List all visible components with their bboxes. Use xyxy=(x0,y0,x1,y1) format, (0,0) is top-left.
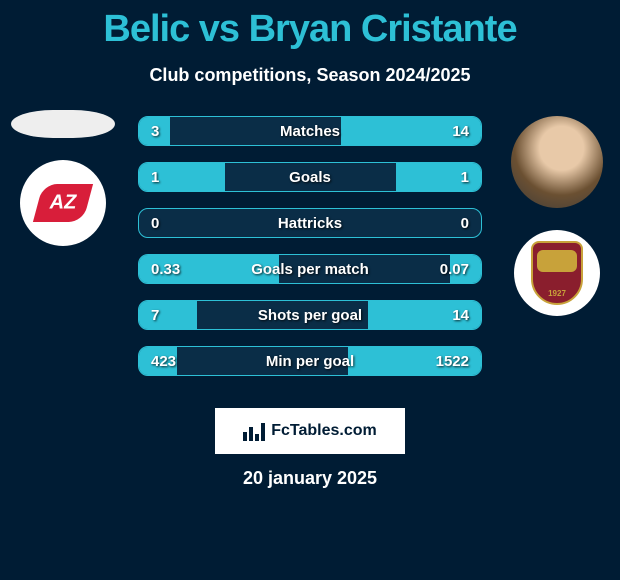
stat-left-value: 1 xyxy=(139,169,209,186)
brand-box: FcTables.com xyxy=(215,408,405,454)
stat-right-value: 14 xyxy=(411,307,481,324)
stat-row: 3Matches14 xyxy=(138,116,482,146)
player2-club-badge: 1927 xyxy=(514,230,600,316)
stat-label: Goals xyxy=(209,169,411,186)
brand-bars-icon xyxy=(243,421,265,441)
stat-row: 0.33Goals per match0.07 xyxy=(138,254,482,284)
stat-right-value: 1 xyxy=(411,169,481,186)
stats-list: 3Matches141Goals10Hattricks00.33Goals pe… xyxy=(138,116,482,392)
comparison-panel: AZ 1927 3Matches141Goals10Hattricks00.33… xyxy=(0,116,620,396)
stat-left-value: 7 xyxy=(139,307,209,324)
player1-photo xyxy=(11,110,115,138)
stat-right-value: 1522 xyxy=(411,353,481,370)
stat-right-value: 14 xyxy=(411,123,481,140)
roma-year: 1927 xyxy=(533,289,581,298)
stat-left-value: 0 xyxy=(139,215,209,232)
page-title: Belic vs Bryan Cristante xyxy=(0,0,620,51)
stat-left-value: 423 xyxy=(139,353,209,370)
stat-label: Goals per match xyxy=(209,261,411,278)
stat-left-value: 3 xyxy=(139,123,209,140)
stat-right-value: 0.07 xyxy=(411,261,481,278)
stat-row: 1Goals1 xyxy=(138,162,482,192)
az-label: AZ xyxy=(50,192,77,215)
stat-row: 7Shots per goal14 xyxy=(138,300,482,330)
player1-column: AZ xyxy=(8,110,118,246)
date-label: 20 january 2025 xyxy=(0,468,620,489)
stat-label: Matches xyxy=(209,123,411,140)
stat-row: 0Hattricks0 xyxy=(138,208,482,238)
player1-club-badge: AZ xyxy=(20,160,106,246)
stat-label: Shots per goal xyxy=(209,307,411,324)
stat-right-value: 0 xyxy=(411,215,481,232)
stat-label: Min per goal xyxy=(209,353,411,370)
stat-row: 423Min per goal1522 xyxy=(138,346,482,376)
roma-crest: 1927 xyxy=(531,241,583,305)
player2-photo xyxy=(511,116,603,208)
stat-left-value: 0.33 xyxy=(139,261,209,278)
roma-crest-top xyxy=(537,250,577,272)
brand-label: FcTables.com xyxy=(271,422,377,440)
stat-label: Hattricks xyxy=(209,215,411,232)
player2-column: 1927 xyxy=(502,110,612,316)
subtitle: Club competitions, Season 2024/2025 xyxy=(0,65,620,86)
